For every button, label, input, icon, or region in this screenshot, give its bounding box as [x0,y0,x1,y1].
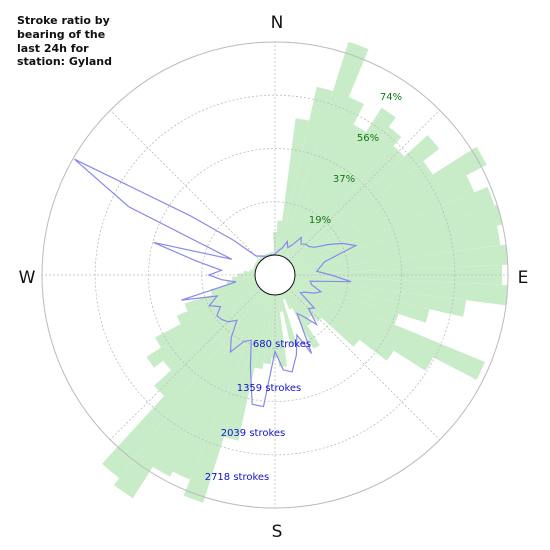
ratio-sector [243,270,256,275]
ratio-sector [291,146,487,266]
ratio-sector [281,293,285,300]
ratio-sector [281,41,369,257]
direction-label-e: E [518,268,529,288]
chart-title-line-4: station: Gyland [17,55,112,68]
ratio-sector [275,220,283,256]
ratio-sector [176,282,258,325]
ratio-sector [146,285,260,368]
ratio-sector [224,294,271,441]
grid-spoke [288,288,441,441]
ratio-sector [183,293,269,503]
count-tick-label: 2718 strokes [205,472,270,483]
direction-label-n: N [271,13,284,33]
ratio-sector [113,290,265,499]
ratio-sector [289,287,360,347]
count-series [74,158,358,408]
center-circle [254,254,296,296]
chart-title-line-3: last 24h for [17,42,89,55]
ratio-sector [294,204,503,271]
ratio-sector [291,284,434,371]
ratio-sector [155,284,259,348]
ratio-sector [284,124,367,259]
ratio-sector [294,279,430,323]
direction-label-w: W [19,268,36,288]
ratio-sector [277,294,284,312]
grid-spoke [109,109,262,262]
ratio-sector [249,269,256,273]
ratio-tick-label: 37% [333,174,355,185]
ratio-sector [287,126,402,261]
ratio-sector [290,161,433,265]
ratio-sector [184,281,257,312]
ratio-sector [290,285,394,361]
ratio-tick-label: 74% [380,92,402,103]
chart-title-line-1: Stroke ratio by [17,14,110,27]
ratio-sector [284,291,320,349]
ratio-sectors [102,41,508,503]
ratio-sector [282,97,364,258]
ratio-sector [279,86,333,256]
ratio-sector [254,294,273,369]
chart-title-line-2: bearing of the [17,28,105,41]
grid-spoke [288,109,441,262]
ratio-sector [152,291,266,477]
center-hub [254,254,296,296]
ratio-tick-label: 56% [357,133,379,144]
ratio-sector [287,289,312,319]
count-tick-label: 1359 strokes [237,383,302,394]
ratio-sector [294,277,467,317]
ratio-sector [252,268,256,271]
ratio-sector [232,275,256,281]
ratio-sector [277,118,310,256]
ratio-sector [288,288,322,322]
ratio-sector [172,292,268,480]
ratio-sector [279,294,297,346]
ratio-sector [273,231,277,255]
count-series-line [74,158,358,408]
direction-label-s: S [272,522,283,542]
ratio-sector [289,135,440,263]
count-tick-label: 2039 strokes [221,428,286,439]
ratio-sector [275,294,287,367]
count-tick-label: 680 strokes [253,339,311,350]
ratio-sector [271,295,279,359]
ratio-sector [285,107,396,260]
ratio-sector [263,294,275,364]
ratio-sector [102,289,263,479]
grid-spoke [109,288,262,441]
ratio-tick-label: 19% [309,215,331,226]
polar-grid [41,41,509,509]
ratio-sector [210,279,256,295]
ratio-sector [226,277,256,286]
ratio-sector [163,287,261,371]
ratio-sector [295,265,503,285]
ratio-sector [282,292,293,310]
ratio-sector [294,225,501,273]
grid-ring [148,148,402,402]
grid-ring [94,94,456,456]
